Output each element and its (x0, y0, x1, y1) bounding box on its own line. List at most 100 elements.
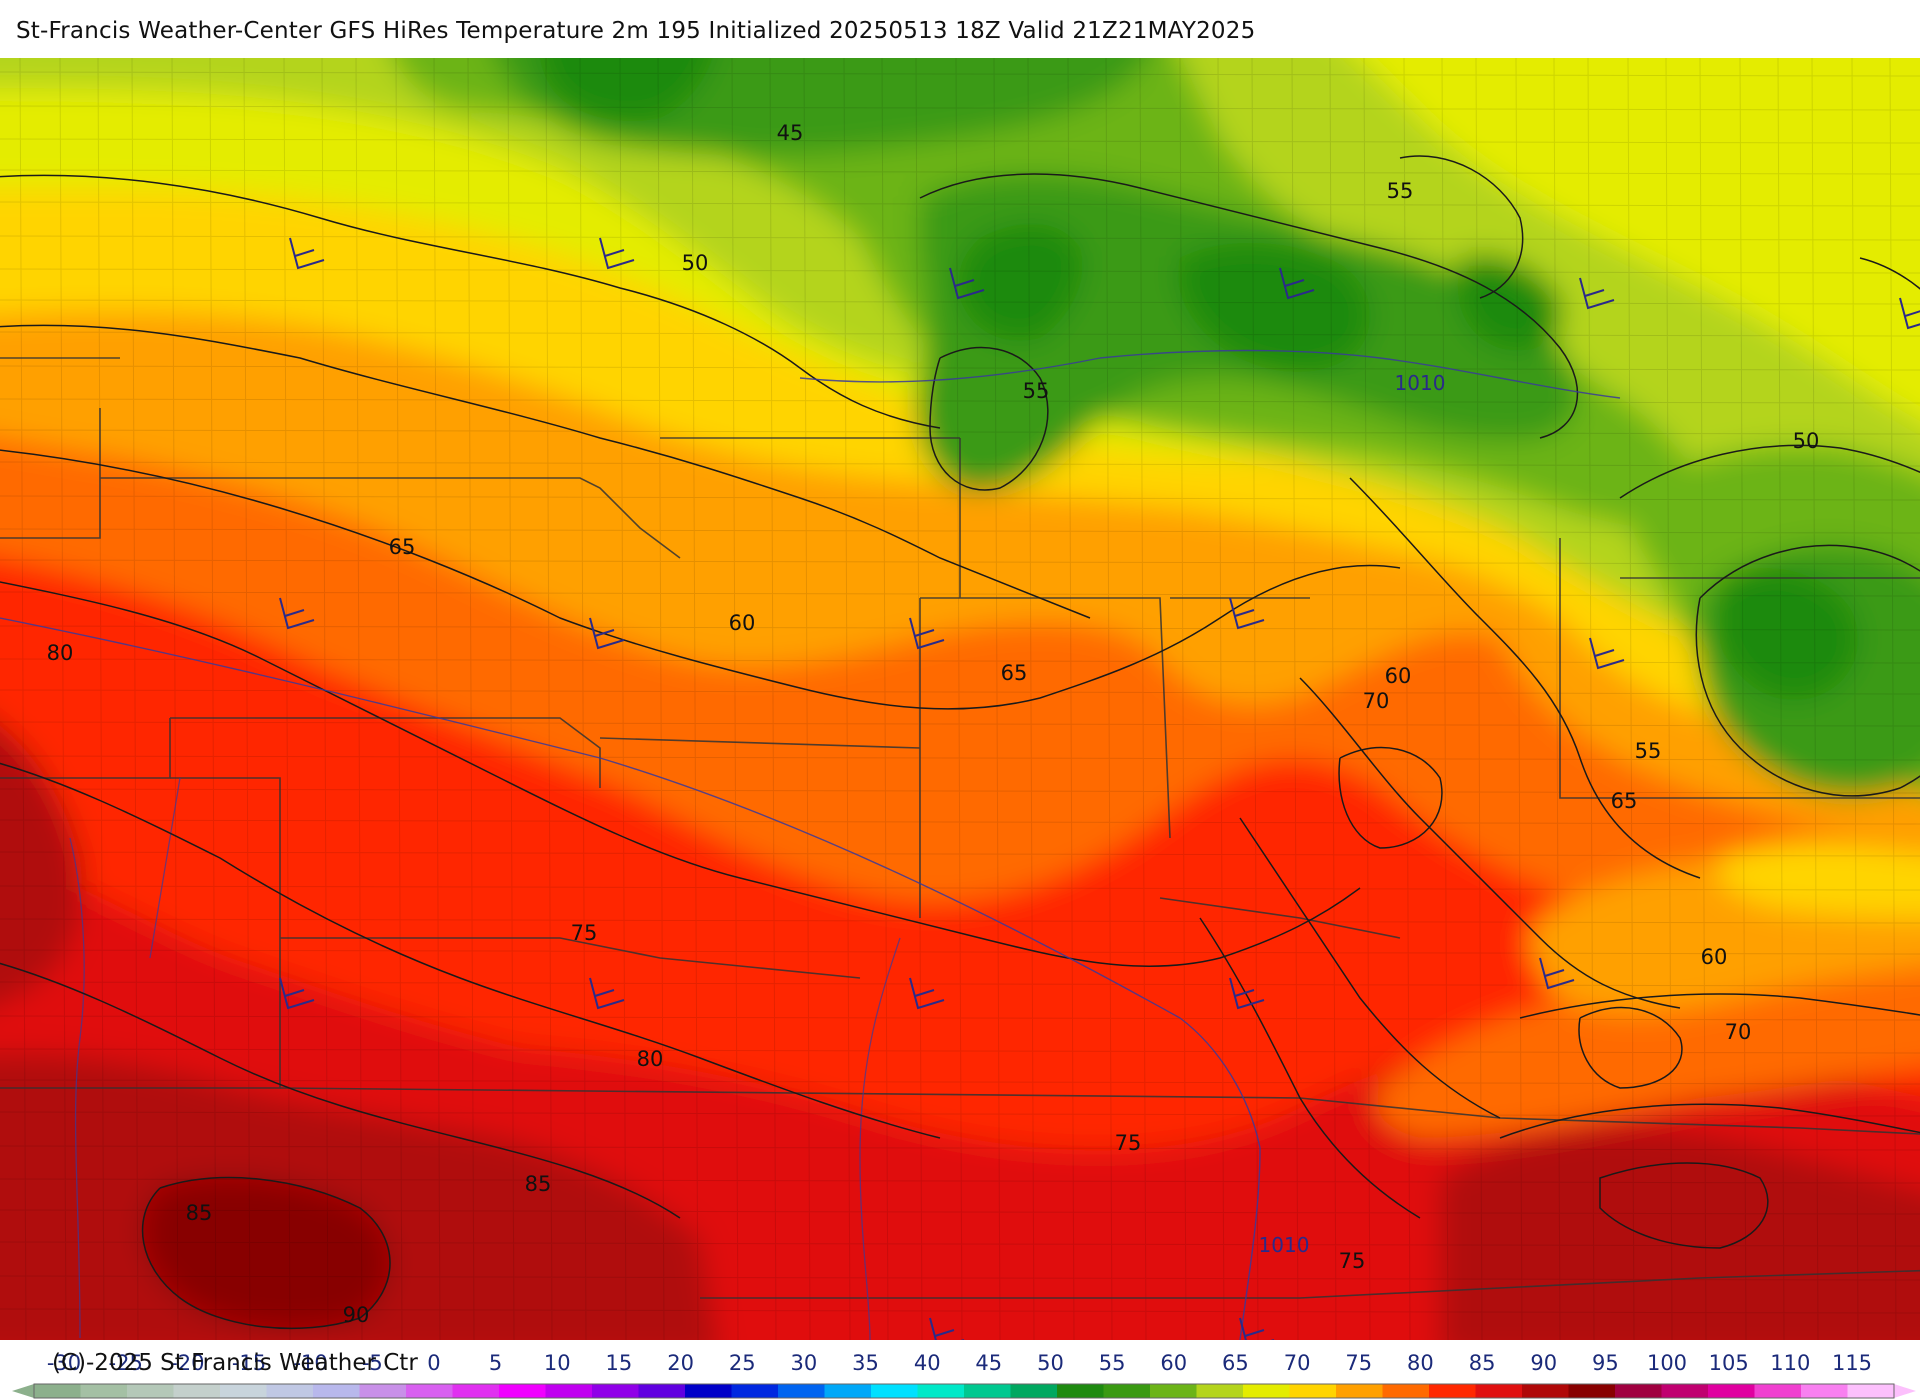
wind-barb (1539, 957, 1575, 990)
contour-label: 65 (389, 535, 416, 559)
wind-barb (929, 1317, 964, 1340)
legend-swatch (1429, 1384, 1477, 1398)
wind-barb (589, 977, 625, 1010)
contour-label: 60 (1385, 664, 1412, 688)
contour-label: 55 (1635, 739, 1662, 763)
wind-barbs (279, 237, 1920, 1340)
legend-swatch (1801, 1384, 1849, 1398)
legend-swatch (220, 1384, 268, 1398)
legend-tick-label: 110 (1770, 1351, 1810, 1375)
legend-swatch (1754, 1384, 1802, 1398)
legend-tick-label: -15 (232, 1351, 266, 1375)
legend-tick-label: 25 (729, 1351, 756, 1375)
contour-label: 85 (186, 1201, 213, 1225)
rivers (69, 777, 901, 1340)
legend-swatch (1568, 1384, 1616, 1398)
contour-label: 55 (1023, 379, 1050, 403)
wind-barb (1899, 297, 1920, 330)
legend-tick-label: 40 (914, 1351, 941, 1375)
legend-swatch (1103, 1384, 1151, 1398)
legend-tick-label: -10 (293, 1351, 327, 1375)
legend-arrow-right (1894, 1384, 1916, 1398)
copyright-text: (C)-2025 St Francis Weather Ctr (52, 1350, 418, 1376)
isobar-labels: 1010 1010 (1259, 371, 1446, 1257)
legend-swatch (1336, 1384, 1384, 1398)
contour-label: 65 (1001, 661, 1028, 685)
legend-tick-label: -25 (109, 1351, 143, 1375)
legend-swatch (313, 1384, 361, 1398)
county-grid (0, 58, 1920, 1340)
legend-tick-label: 10 (544, 1351, 571, 1375)
contour-label: 50 (682, 251, 709, 275)
legend-swatch (1522, 1384, 1570, 1398)
band-t40-superior (958, 224, 1083, 341)
wind-barb (1229, 597, 1265, 630)
legend-swatch (592, 1384, 640, 1398)
legend-bar: -30 -25 -20 -15 -10 -5 0 5 10 15 20 25 30 35 40 45 50 55 6… (12, 1351, 1916, 1399)
contour-label: 65 (1611, 789, 1638, 813)
legend-swatch (778, 1384, 826, 1398)
isobars (0, 349, 1621, 1340)
legend-swatch (1615, 1384, 1663, 1398)
legend-tick-label: 100 (1647, 1351, 1687, 1375)
legend-tick-label: 105 (1709, 1351, 1749, 1375)
legend-swatch (1289, 1384, 1337, 1398)
wind-barb (1229, 977, 1265, 1010)
wind-barb (1589, 637, 1625, 670)
legend-tick-label: 35 (852, 1351, 879, 1375)
isobar-label: 1010 (1259, 1233, 1310, 1257)
band-t90-w (0, 725, 82, 1005)
legend-swatch (685, 1384, 733, 1398)
legend-swatch (173, 1384, 221, 1398)
legend-tick-label: 45 (975, 1351, 1002, 1375)
temperature-shading (0, 58, 1920, 1340)
legend-swatch (917, 1384, 965, 1398)
legend-swatch (1243, 1384, 1291, 1398)
legend-swatch (499, 1384, 547, 1398)
legend-outline (33, 1383, 1895, 1399)
wind-barb (589, 617, 625, 650)
legend-tick-label: 75 (1345, 1351, 1372, 1375)
band-t65-se (1717, 841, 1920, 918)
wind-barb (1239, 1317, 1274, 1340)
wind-barb (1579, 277, 1615, 310)
wind-barb (289, 237, 325, 270)
legend-tick-label: 0 (427, 1351, 440, 1375)
band-t55 (0, 58, 1920, 768)
contour-label: 80 (47, 641, 74, 665)
legend-swatch (731, 1384, 779, 1398)
wind-barb (949, 267, 985, 300)
map-panel: 45 50 55 55 50 55 65 60 65 60 70 80 65 75 60 70 80 75 85 85… (0, 58, 1920, 1340)
legend-tick-label: -30 (47, 1351, 81, 1375)
legend-tick-label: 95 (1592, 1351, 1619, 1375)
legend-tick-label: 55 (1099, 1351, 1126, 1375)
legend-swatch (638, 1384, 686, 1398)
legend-swatch (1475, 1384, 1523, 1398)
legend-swatch (1661, 1384, 1709, 1398)
legend-swatch (1382, 1384, 1430, 1398)
band-t95-sw (142, 1177, 390, 1329)
legend-swatch (34, 1384, 82, 1398)
legend-swatch (1057, 1384, 1105, 1398)
legend-tick-label: -20 (170, 1351, 204, 1375)
wind-barb (279, 977, 315, 1010)
legend-swatch (359, 1384, 407, 1398)
contour-label: 70 (1725, 1020, 1752, 1044)
legend-tick-label: 50 (1037, 1351, 1064, 1375)
contour-label: 90 (343, 1303, 370, 1327)
color-legend: (C)-2025 St Francis Weather Ctr -30 -25 -2… (0, 1340, 1920, 1400)
legend-tick-label: 80 (1407, 1351, 1434, 1375)
legend-tick-label: 70 (1284, 1351, 1311, 1375)
band-t40-huron (1178, 243, 1370, 372)
contour-label: 60 (729, 611, 756, 635)
legend-tick-label: 15 (606, 1351, 633, 1375)
legend-swatch (1196, 1384, 1244, 1398)
wind-barb (909, 617, 945, 650)
legend-swatch (545, 1384, 593, 1398)
legend-tick-label: 30 (791, 1351, 818, 1375)
contour-label: 60 (1701, 945, 1728, 969)
contour-label: 70 (1363, 689, 1390, 713)
legend-swatch (266, 1384, 314, 1398)
